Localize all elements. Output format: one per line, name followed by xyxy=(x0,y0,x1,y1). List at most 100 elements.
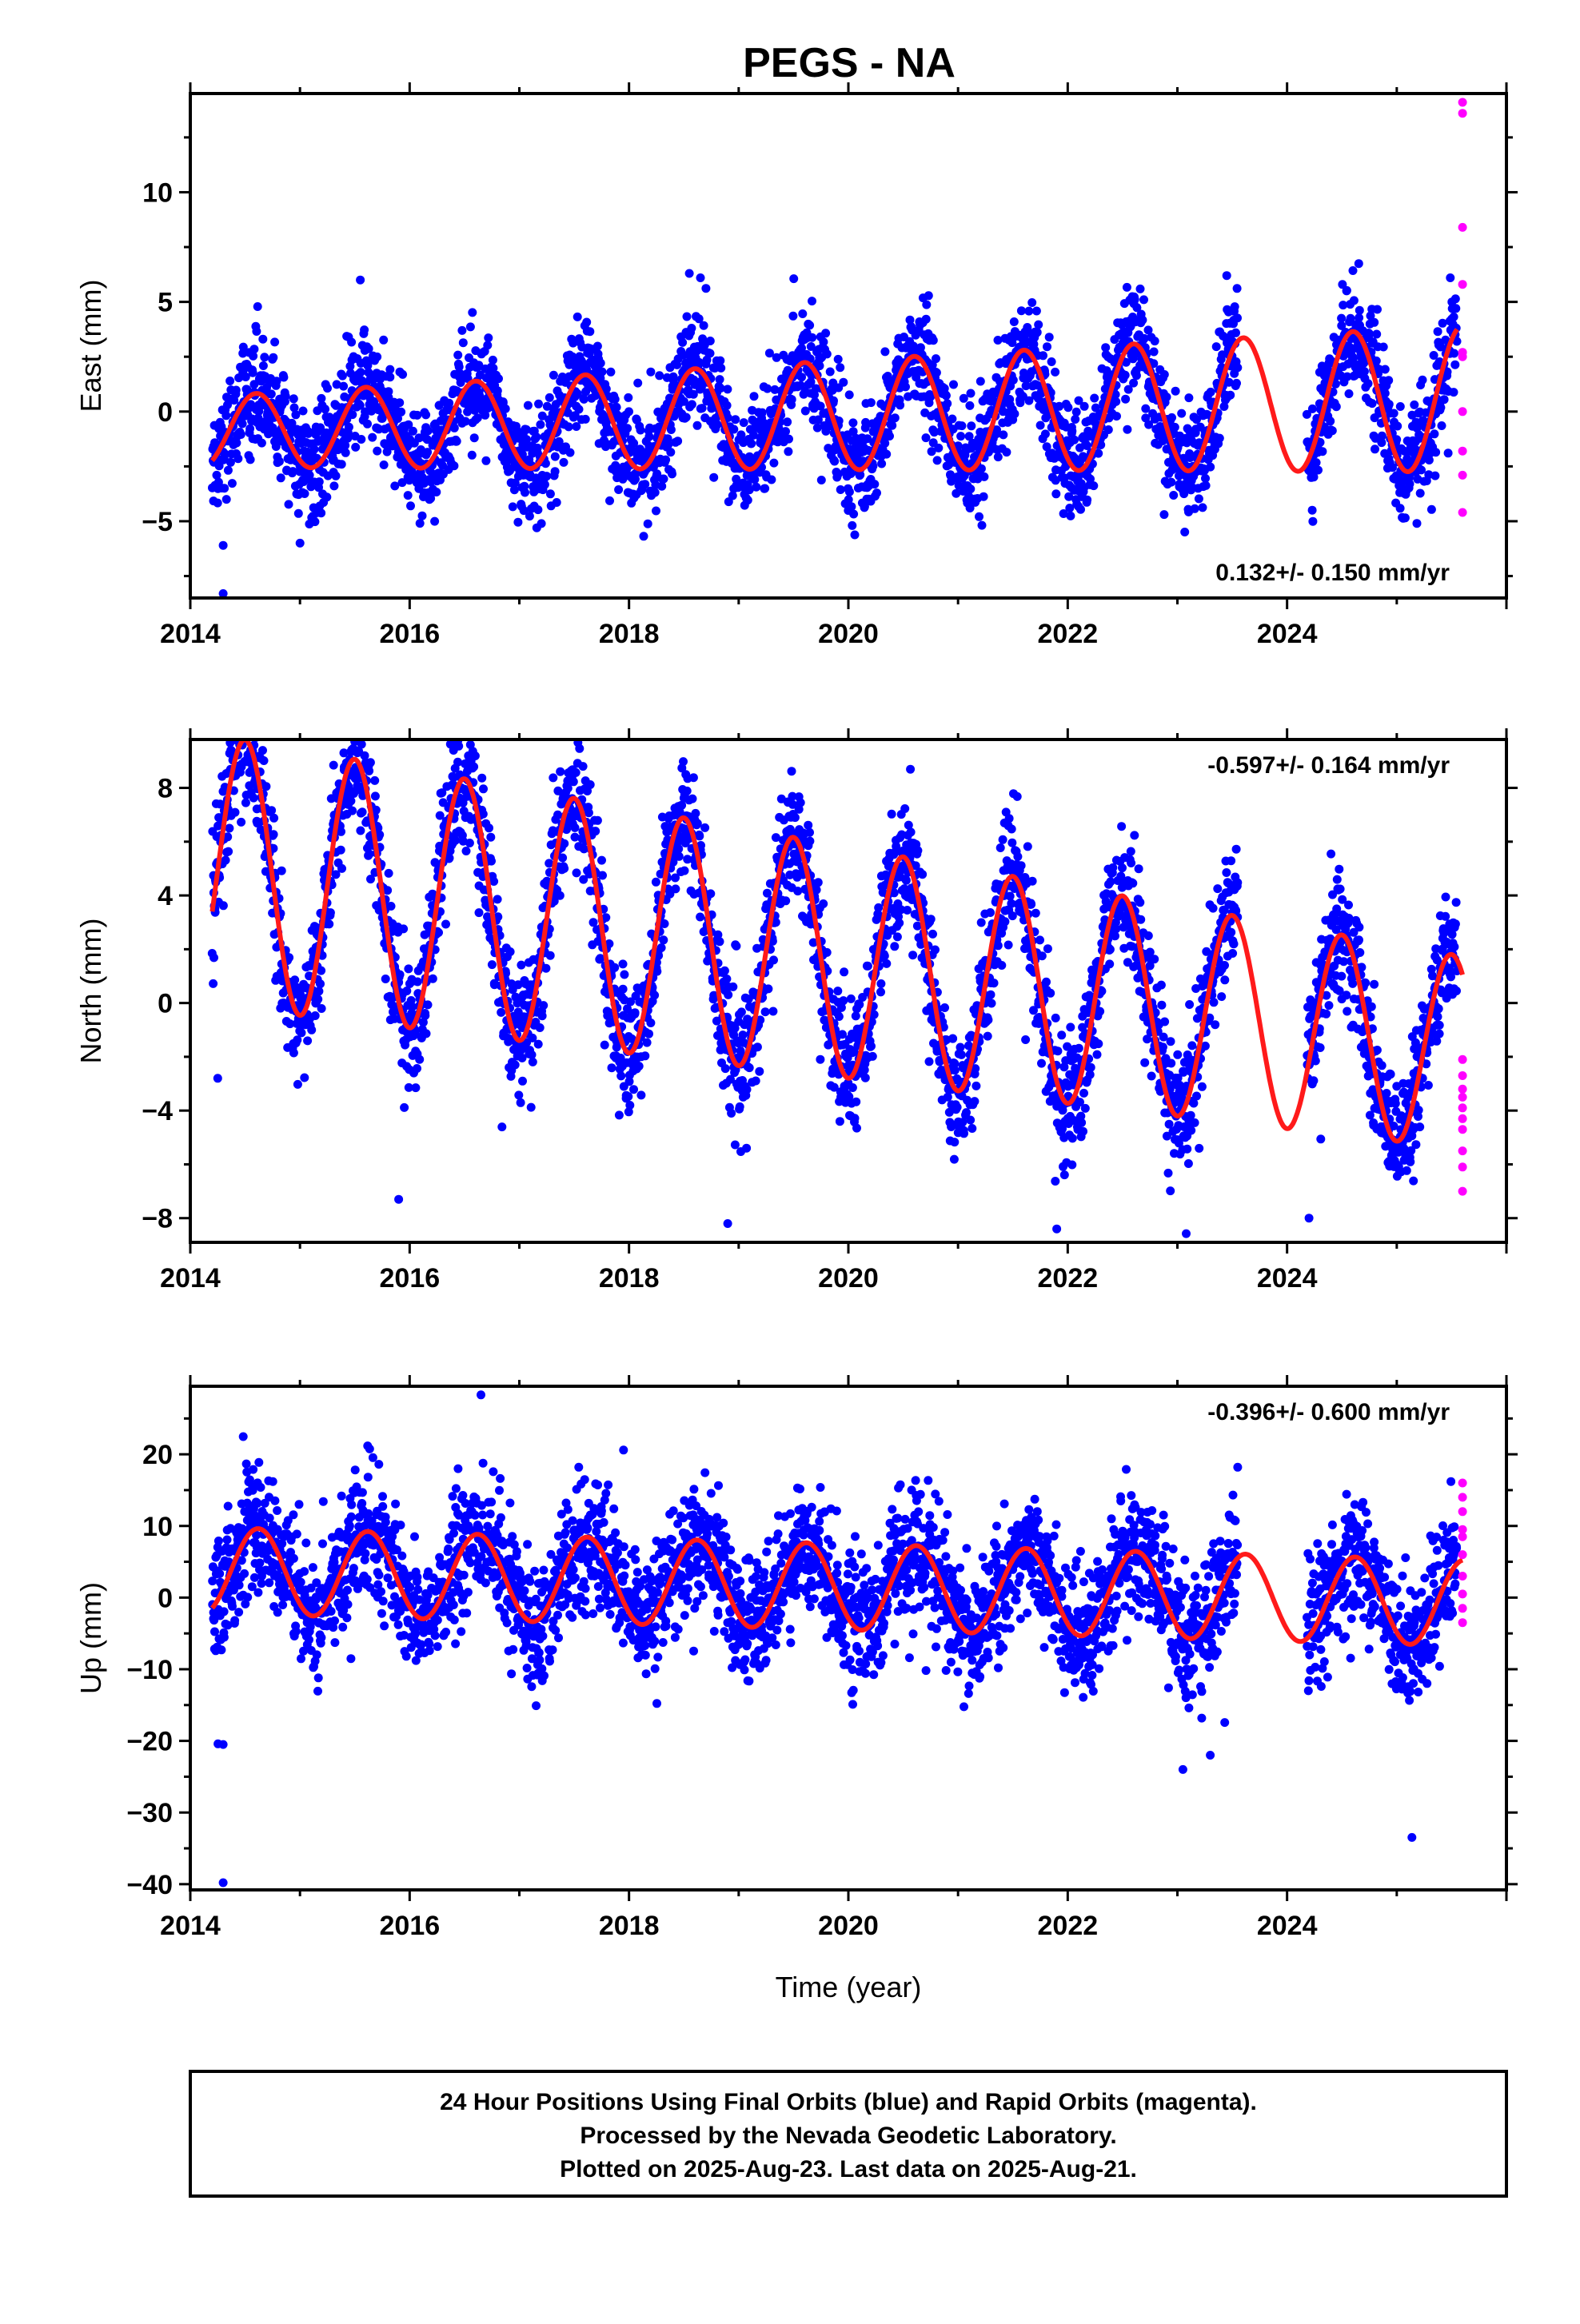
final-point xyxy=(644,1030,653,1038)
final-point xyxy=(219,541,228,550)
final-point xyxy=(551,452,560,461)
rapid-point xyxy=(1458,223,1467,232)
final-point xyxy=(1111,397,1120,406)
final-point xyxy=(404,964,413,973)
final-point xyxy=(934,444,943,452)
chart-title: PEGS - NA xyxy=(743,40,956,86)
final-point xyxy=(620,971,628,979)
final-point xyxy=(1350,296,1359,305)
final-point xyxy=(240,725,249,734)
final-point xyxy=(329,761,338,770)
final-point xyxy=(755,1067,764,1076)
final-point xyxy=(468,725,477,734)
final-point xyxy=(1434,327,1442,336)
final-point xyxy=(1451,294,1460,303)
final-point xyxy=(411,1083,420,1092)
final-point xyxy=(545,393,554,402)
final-point xyxy=(565,422,573,431)
final-point xyxy=(348,807,357,815)
final-point xyxy=(542,472,551,480)
final-point xyxy=(885,432,894,440)
final-point xyxy=(1066,512,1075,520)
final-point xyxy=(593,342,602,351)
final-point xyxy=(1036,421,1045,430)
final-point xyxy=(1401,513,1410,522)
final-point xyxy=(1312,458,1321,467)
final-point xyxy=(560,864,569,873)
final-point xyxy=(297,1028,306,1037)
final-point xyxy=(1051,368,1059,377)
final-point xyxy=(967,421,976,430)
final-point xyxy=(1132,371,1141,380)
final-point xyxy=(805,837,814,846)
final-point xyxy=(788,395,796,404)
final-point xyxy=(240,650,249,659)
final-point xyxy=(1010,409,1019,418)
final-point xyxy=(1314,466,1323,475)
final-point xyxy=(575,744,584,753)
final-point xyxy=(1138,316,1147,325)
final-point xyxy=(586,780,595,789)
final-point xyxy=(231,723,240,731)
final-point xyxy=(978,521,987,530)
final-point xyxy=(758,409,767,417)
final-point xyxy=(311,1011,320,1020)
final-point xyxy=(233,454,242,463)
final-point xyxy=(541,480,549,489)
rapid-point xyxy=(1458,109,1467,118)
final-point xyxy=(363,420,372,429)
final-point xyxy=(660,475,668,484)
final-point xyxy=(366,758,375,767)
final-point xyxy=(839,378,848,387)
final-point xyxy=(337,460,346,468)
final-point xyxy=(635,1062,644,1070)
final-point xyxy=(1027,298,1036,307)
final-point xyxy=(357,740,366,749)
final-point xyxy=(769,459,778,468)
final-point xyxy=(1072,408,1081,417)
final-point xyxy=(524,401,533,410)
final-point xyxy=(922,315,931,324)
final-point xyxy=(616,1071,625,1080)
final-point xyxy=(1450,388,1458,397)
final-point xyxy=(429,975,437,983)
final-point xyxy=(257,439,266,448)
final-point xyxy=(611,395,620,404)
final-point xyxy=(233,718,242,727)
final-point xyxy=(788,312,797,321)
final-point xyxy=(1032,307,1041,316)
final-point xyxy=(651,488,660,497)
final-point xyxy=(636,1090,645,1099)
final-point xyxy=(693,421,702,430)
final-point xyxy=(716,375,724,384)
final-point xyxy=(533,505,542,514)
final-point xyxy=(805,321,814,329)
final-point xyxy=(493,895,502,903)
final-point xyxy=(493,386,502,395)
final-point xyxy=(221,728,229,737)
final-point xyxy=(332,472,341,480)
final-point xyxy=(537,519,546,528)
final-point xyxy=(404,491,413,500)
final-point xyxy=(380,460,389,469)
final-point xyxy=(422,1029,431,1038)
final-point xyxy=(750,392,759,401)
final-point xyxy=(560,458,569,467)
final-point xyxy=(872,488,881,497)
final-point xyxy=(365,767,373,775)
final-point xyxy=(1063,403,1072,412)
final-point xyxy=(784,447,792,456)
final-point xyxy=(418,512,427,520)
final-point xyxy=(345,708,353,716)
final-point xyxy=(834,355,843,364)
final-point xyxy=(1039,351,1047,360)
final-point xyxy=(624,407,633,416)
x-tick-label: 2016 xyxy=(380,619,441,649)
final-point xyxy=(536,421,545,429)
final-point xyxy=(325,919,333,928)
final-point xyxy=(541,964,550,973)
final-point xyxy=(1041,429,1050,438)
final-point xyxy=(345,712,354,721)
final-point xyxy=(1416,489,1425,498)
final-point xyxy=(222,495,231,504)
